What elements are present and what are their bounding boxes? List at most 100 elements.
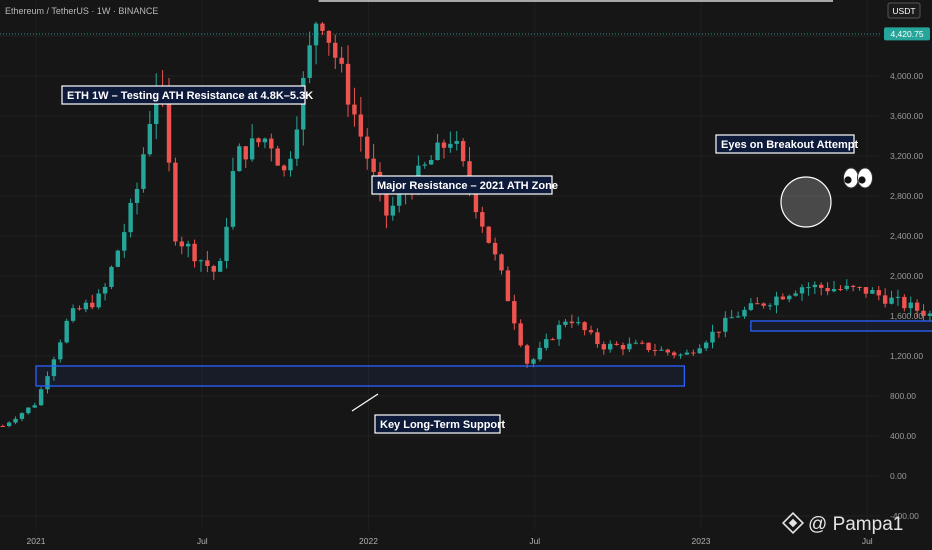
candle-body [524,345,530,364]
candle-body [608,343,613,350]
candle-body [787,295,792,300]
candle-body [646,342,651,351]
candle-body [633,342,638,344]
candle-body [224,226,229,261]
candle-body [281,165,287,171]
support-annotation: Key Long-Term Support [374,414,505,434]
candle-body [703,342,709,349]
candle-body [358,114,364,137]
candle-body [122,232,127,251]
candle-body [243,146,248,160]
candle-body [729,317,734,319]
candle-body [58,342,63,360]
candle-body [748,303,754,310]
candle-body [371,158,376,172]
y-tick-label: 0.00 [890,471,907,481]
candle-body [294,129,300,159]
candle-body [793,293,798,296]
candle-body [857,286,862,288]
currency-box[interactable]: USDT [887,2,921,19]
support-zone [750,320,932,332]
y-tick-label: 4,000.00 [890,71,923,81]
candle-body [806,287,811,289]
candle-body [179,241,184,247]
candle-body [365,136,370,159]
candle-body [537,347,543,360]
candle-body [710,331,715,343]
candle-body [333,42,338,58]
y-tick-label: 3,200.00 [890,151,923,161]
candle-body [652,350,658,352]
x-tick-label: 2023 [692,536,711,546]
symbol-title: Ethereum / TetherUS · 1W · BINANCE [5,6,158,16]
candle-body [492,242,498,255]
y-tick-label: 2,400.00 [890,231,923,241]
chart-grid [0,33,880,517]
candle-body [691,352,696,354]
candle-body [889,297,894,304]
candle-body [51,359,57,377]
support-annotation-text: Key Long-Term Support [380,419,505,431]
candle-body [531,359,536,364]
candle-body [396,194,402,206]
candle-body [614,343,619,345]
candle-body [601,344,607,350]
candle-body [882,295,888,304]
candle-body [6,422,12,427]
candle-body [313,23,319,46]
candle-body [838,289,843,291]
candle-body [154,88,159,125]
candle-body [914,302,920,311]
x-tick-label: 2022 [359,536,378,546]
candle-body [70,308,76,321]
candle-body [544,339,549,348]
breakout-circle [780,176,832,228]
candle-body [262,138,268,143]
candle-body [217,260,223,272]
x-tick-label: Jul [197,536,208,546]
y-tick-label: 2,800.00 [890,191,923,201]
candle-body [556,324,562,340]
candle-body [83,302,89,310]
candle-body [422,164,427,166]
candle-body [96,293,101,308]
candle-body [102,286,108,294]
candle-body [26,407,31,414]
candle-body [435,142,440,161]
candle-body [275,148,280,166]
candle-body [205,260,210,266]
candle-body [467,161,472,188]
candle-body [13,418,18,423]
candle-body [908,302,913,309]
candle-body [198,260,204,262]
last-price-pill: 4,420.75 [884,27,930,41]
x-tick-label: 2021 [27,536,46,546]
candle-body [742,309,747,317]
candle-body [863,287,869,294]
candle-body [211,265,216,272]
candle-body [576,322,581,324]
candle-body [166,90,172,163]
candle-body [339,57,344,64]
candle-body [441,142,447,148]
candle-body [115,250,121,267]
last-price-label: 4,420.75 [890,29,923,39]
candle-body [684,352,690,355]
x-tick-label: Jul [529,536,540,546]
candle-body [895,296,901,298]
candle-body [428,160,434,165]
support-zones [35,320,932,387]
candle-body [639,342,645,344]
candle-body [678,354,683,356]
candle-body [799,287,805,294]
candle-body [109,266,114,287]
title-annotation: ETH 1W – Testing ATH Resistance at 4.8K–… [61,85,313,105]
candle-body [659,349,664,351]
candle-body [755,303,760,305]
candle-body [716,331,722,333]
candle-body [876,290,881,296]
candle-body [128,202,133,233]
candle-body [595,332,600,345]
y-tick-label: 2,000.00 [890,271,923,281]
candle-body [237,146,242,172]
